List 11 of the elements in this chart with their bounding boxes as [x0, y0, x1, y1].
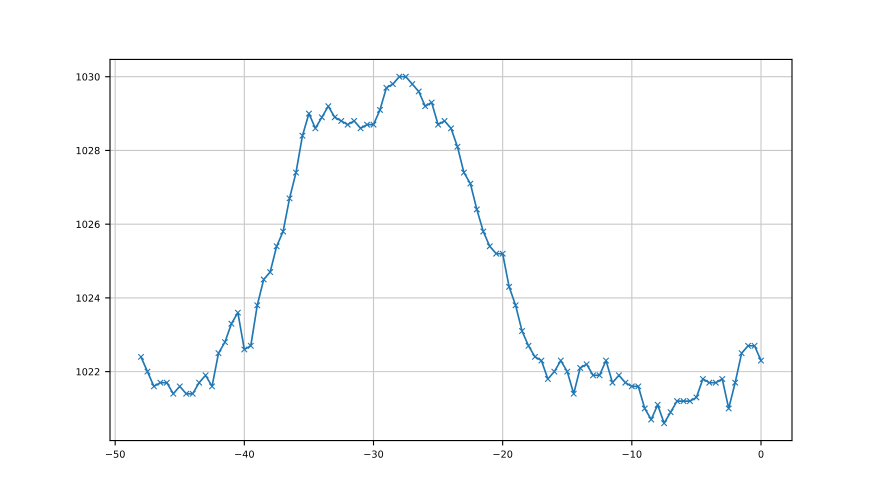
- x-tick-label: −50: [106, 450, 125, 458]
- y-tick-label: 1024: [76, 294, 100, 302]
- y-tick-label: 1022: [76, 368, 100, 376]
- x-tick-label: 0: [758, 450, 764, 458]
- y-tick-label: 1026: [76, 220, 100, 228]
- x-tick-label: −40: [235, 450, 254, 458]
- x-tick-label: −30: [364, 450, 384, 458]
- y-tick-label: 1028: [76, 146, 100, 154]
- x-tick-label: −10: [622, 450, 642, 458]
- x-tick-label: −20: [493, 450, 512, 458]
- y-tick-label: 1030: [76, 73, 100, 81]
